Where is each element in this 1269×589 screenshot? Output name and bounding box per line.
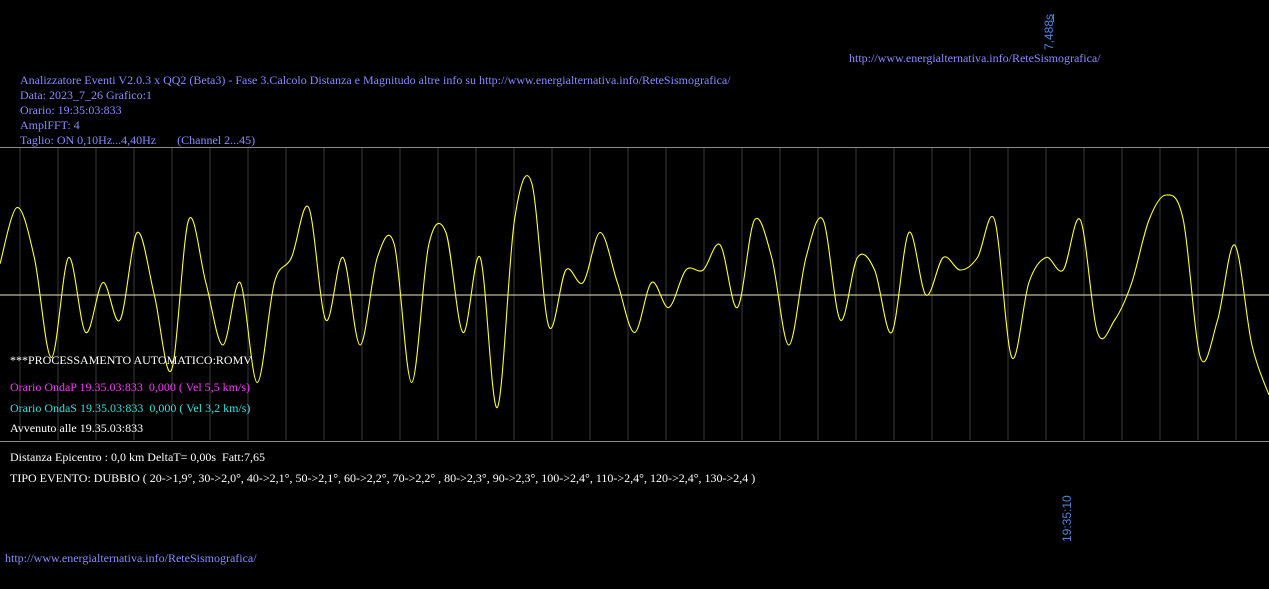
seismic-trace <box>0 175 1269 409</box>
filter-line: Taglio: ON 0,10Hz...4,40Hz (Channel 2...… <box>20 133 256 147</box>
grid-lines <box>19 148 1237 440</box>
time-axis-label: 19:35:10 <box>1060 495 1074 542</box>
scale-label: 7,488s <box>1042 13 1056 50</box>
distance-label: Distanza Epicentro : 0,0 km DeltaT= 0,00… <box>10 450 266 464</box>
event-type-label: TIPO EVENTO: DUBBIO ( 20->1,9°, 30->2,0°… <box>10 471 756 485</box>
page-title: Analizzatore Eventi V2.0.3 x QQ2 (Beta3)… <box>20 73 731 87</box>
onda-s-label: Orario OndaS 19.35.03:833 0,000 ( Vel 3,… <box>10 401 251 415</box>
scale-tick <box>1053 14 1054 22</box>
bottom-url-link[interactable]: http://www.energialternativa.info/ReteSi… <box>5 551 257 565</box>
date-line: Data: 2023_7_26 Grafico:1 <box>20 88 152 102</box>
time-line: Orario: 19:35:03:833 <box>20 103 122 117</box>
plot-bottom-border <box>0 441 1269 442</box>
plot-top-border <box>0 147 1269 148</box>
top-url-link[interactable]: http://www.energialternativa.info/ReteSi… <box>849 51 1101 65</box>
processing-label: ***PROCESSAMENTO AUTOMATICO:ROMV <box>10 353 252 367</box>
ampl-line: AmplFFT: 4 <box>20 118 80 132</box>
avvenuto-label: Avvenuto alle 19.35.03:833 <box>10 421 144 435</box>
onda-p-label: Orario OndaP 19.35.03:833 0,000 ( Vel 5,… <box>10 380 250 394</box>
